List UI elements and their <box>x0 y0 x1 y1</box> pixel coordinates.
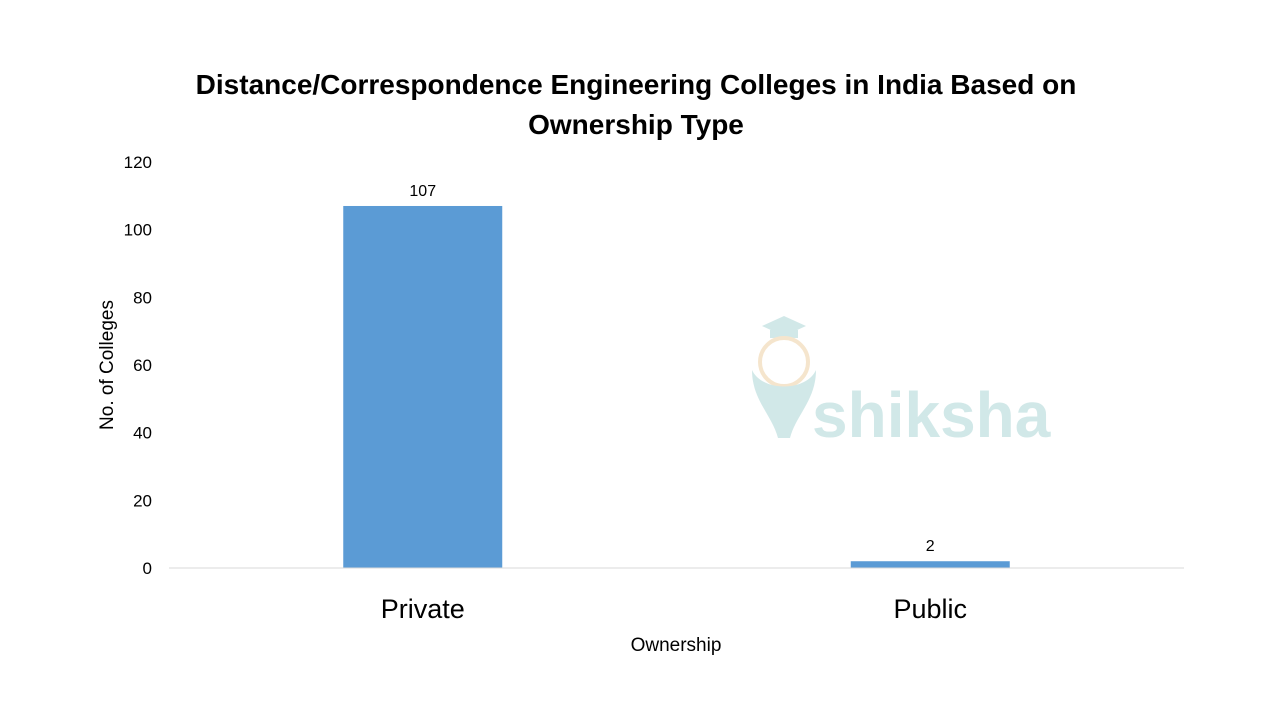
data-labels: 107 2 <box>409 183 934 555</box>
watermark-head-ring <box>758 336 810 388</box>
bar-public <box>850 561 1010 568</box>
bars <box>343 205 1010 568</box>
watermark-body-shape <box>752 370 816 438</box>
x-axis-category-labels: Private Public <box>381 594 967 624</box>
y-tick-label: 80 <box>133 288 152 307</box>
y-tick-label: 40 <box>133 424 152 443</box>
x-axis-title: Ownership <box>631 635 722 656</box>
y-tick-label: 20 <box>133 491 152 510</box>
x-category-label-public: Public <box>893 594 967 624</box>
y-tick-label: 120 <box>124 153 152 172</box>
shiksha-watermark-logo: shiksha <box>752 316 1051 451</box>
y-axis-ticks: 0 20 40 60 80 100 120 <box>124 153 152 578</box>
watermark-cap-base <box>770 330 798 338</box>
bar-private <box>343 205 503 568</box>
y-tick-label: 100 <box>124 221 152 240</box>
y-axis-title: No. of Colleges <box>97 300 118 430</box>
data-label-public: 2 <box>926 538 935 555</box>
data-label-private: 107 <box>409 183 436 200</box>
y-tick-label: 60 <box>133 356 152 375</box>
chart-title-line-1: Distance/Correspondence Engineering Coll… <box>196 69 1077 100</box>
y-tick-label: 0 <box>143 559 152 578</box>
chart-title: Distance/Correspondence Engineering Coll… <box>196 69 1077 140</box>
watermark-logo-text: shiksha <box>812 379 1051 451</box>
x-category-label-private: Private <box>381 594 465 624</box>
chart-title-line-2: Ownership Type <box>528 109 744 140</box>
